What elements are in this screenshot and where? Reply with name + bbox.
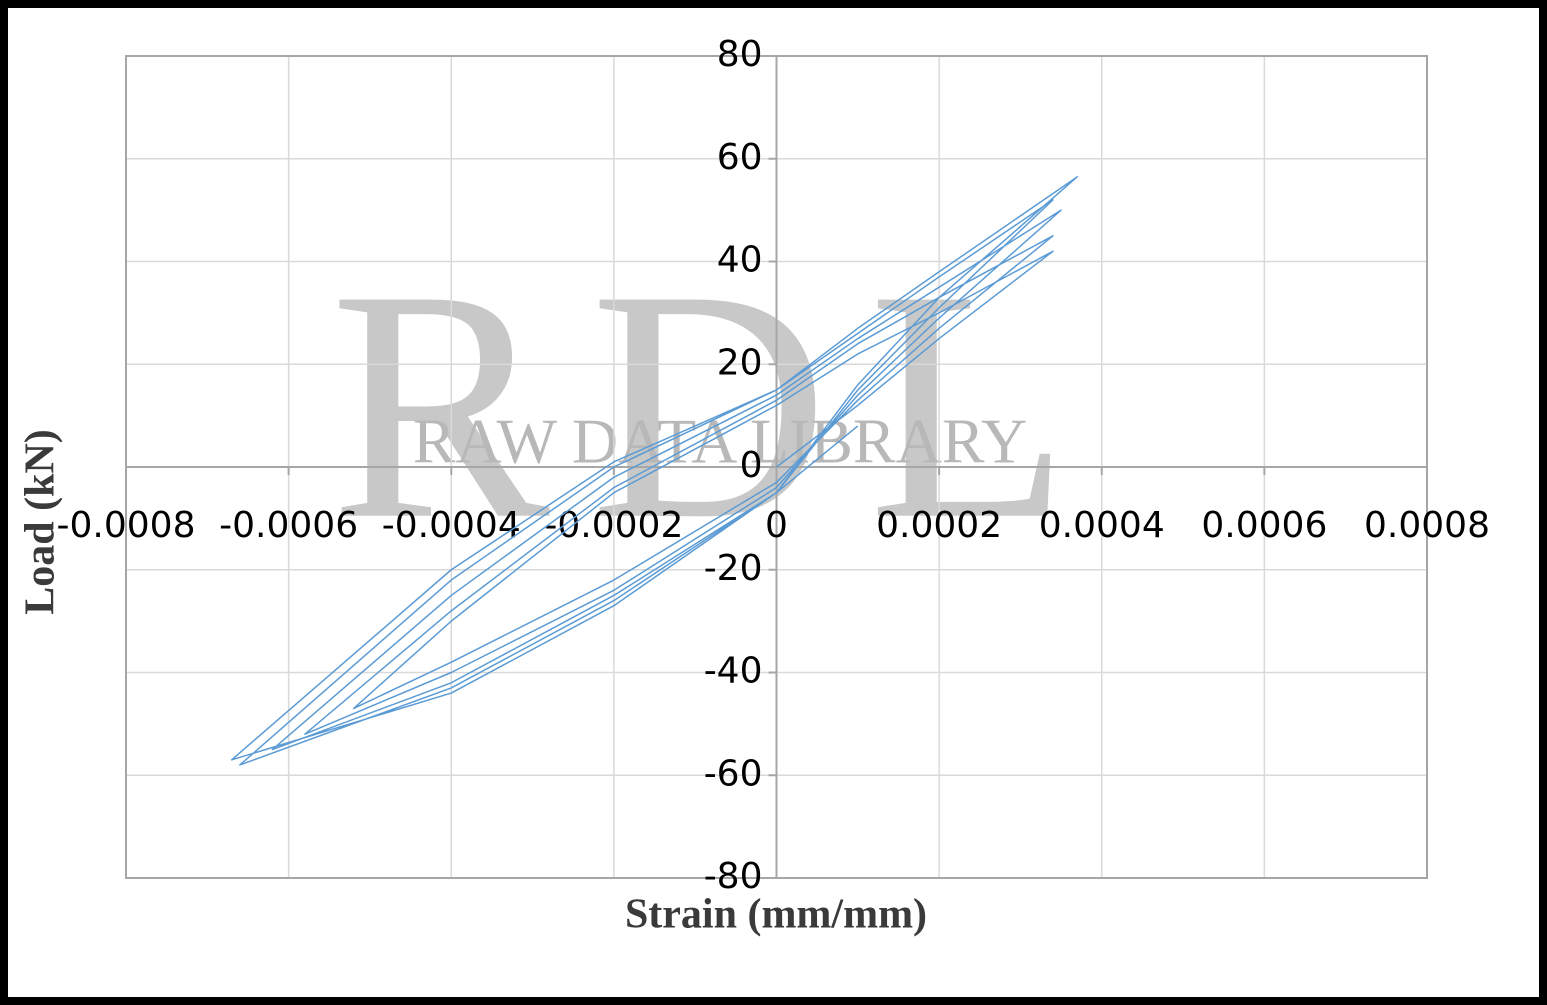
- x-tick-label: 0: [765, 505, 788, 546]
- y-tick-label: -60: [704, 753, 763, 794]
- x-tick-label: 0.0002: [876, 505, 1002, 546]
- x-axis-title: Strain (mm/mm): [625, 892, 927, 938]
- y-tick-label: 20: [717, 342, 763, 383]
- watermark-logo: RDL: [330, 223, 1110, 588]
- y-tick-label: -40: [704, 651, 763, 692]
- x-tick-label: 0.0006: [1201, 505, 1327, 546]
- y-tick-label: -80: [704, 856, 763, 897]
- y-tick-label: 60: [717, 137, 763, 178]
- x-tick-label: -0.0002: [544, 505, 683, 546]
- x-tick-label: -0.0008: [57, 505, 196, 546]
- y-tick-label: 0: [740, 445, 763, 486]
- y-tick-label: 80: [717, 34, 763, 75]
- x-tick-label: -0.0004: [382, 505, 521, 546]
- y-tick-label: 40: [717, 240, 763, 281]
- x-tick-label: 0.0008: [1364, 505, 1490, 546]
- data-line: [230, 175, 1079, 766]
- y-axis-title: Load (kN): [18, 429, 64, 615]
- x-tick-label: 0.0004: [1039, 505, 1165, 546]
- y-tick-label: -20: [704, 548, 763, 589]
- x-tick-label: -0.0006: [219, 505, 358, 546]
